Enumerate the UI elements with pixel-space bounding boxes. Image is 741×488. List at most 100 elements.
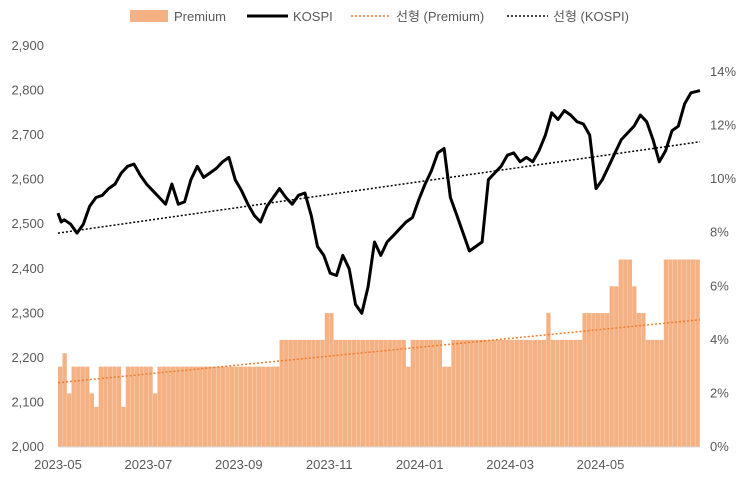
legend-label-trend-premium: 선형 (Premium) bbox=[396, 9, 484, 24]
premium-bar bbox=[365, 339, 370, 447]
y-left-tick-label: 2,400 bbox=[11, 261, 44, 276]
premium-bar bbox=[532, 339, 538, 447]
x-tick-label: 2023-11 bbox=[306, 457, 353, 472]
premium-bar bbox=[428, 339, 434, 447]
premium-bar bbox=[668, 259, 673, 447]
premium-bar bbox=[392, 339, 397, 447]
premium-bar bbox=[654, 339, 660, 447]
premium-bar bbox=[112, 366, 117, 447]
kospi-line bbox=[56, 89, 701, 315]
premium-bar bbox=[460, 339, 465, 447]
premium-bar bbox=[410, 339, 415, 447]
y-left-tick-label: 2,000 bbox=[11, 439, 44, 454]
premium-bar bbox=[297, 339, 302, 447]
premium-bar bbox=[686, 259, 691, 447]
premium-bar bbox=[279, 339, 284, 447]
premium-bar bbox=[550, 339, 556, 447]
premium-bar bbox=[193, 366, 198, 447]
y-right-tick-label: 12% bbox=[710, 118, 736, 133]
premium-bar bbox=[690, 259, 696, 447]
premium-bar bbox=[487, 339, 492, 447]
premium-bar bbox=[98, 366, 103, 447]
y-axis-right: 0% 2% 4% 6% 8% 10% 12% 14% bbox=[710, 64, 736, 454]
legend-label-trend-kospi: 선형 (KOSPI) bbox=[553, 9, 629, 24]
premium-bar bbox=[148, 366, 153, 447]
premium-bar bbox=[605, 313, 610, 447]
premium-bar bbox=[324, 313, 330, 447]
premium-bar bbox=[451, 339, 456, 447]
premium-bar bbox=[469, 339, 474, 447]
premium-bar bbox=[541, 339, 547, 447]
premium-bar bbox=[229, 366, 235, 447]
premium-bar bbox=[216, 366, 221, 447]
premium-bar bbox=[573, 339, 578, 447]
premium-bar bbox=[401, 339, 406, 447]
premium-bar bbox=[211, 366, 217, 447]
premium-bar bbox=[184, 366, 189, 447]
premium-bar bbox=[514, 339, 519, 447]
premium-bar bbox=[501, 339, 506, 447]
premium-bar bbox=[356, 339, 361, 447]
premium-bar bbox=[256, 366, 262, 447]
premium-bar bbox=[306, 339, 311, 447]
premium-bar bbox=[577, 339, 583, 447]
premium-bar bbox=[564, 339, 569, 447]
premium-bar bbox=[198, 366, 203, 447]
premium-bar bbox=[636, 313, 641, 447]
premium-bar bbox=[252, 366, 257, 447]
premium-bar bbox=[546, 313, 551, 447]
premium-bar bbox=[455, 339, 461, 447]
premium-bar bbox=[596, 313, 601, 447]
premium-bar bbox=[275, 366, 280, 447]
y-left-tick-label: 2,600 bbox=[11, 172, 44, 187]
premium-bars bbox=[58, 259, 700, 447]
y-left-tick-label: 2,700 bbox=[11, 127, 44, 142]
premium-bar bbox=[116, 366, 122, 447]
premium-bar bbox=[125, 366, 131, 447]
premium-bar bbox=[383, 339, 388, 447]
x-tick-label: 2024-03 bbox=[486, 457, 534, 472]
premium-bar bbox=[424, 339, 429, 447]
premium-bar bbox=[351, 339, 357, 447]
premium-bar bbox=[265, 366, 271, 447]
premium-bar bbox=[270, 366, 275, 447]
premium-bar bbox=[568, 339, 574, 447]
premium-bar bbox=[528, 339, 533, 447]
y-right-tick-label: 0% bbox=[710, 439, 729, 454]
premium-bar bbox=[302, 339, 307, 447]
y-left-tick-label: 2,900 bbox=[11, 38, 44, 53]
premium-bar bbox=[134, 366, 140, 447]
x-tick-label: 2024-01 bbox=[396, 457, 444, 472]
y-axis-left: 2,000 2,100 2,200 2,300 2,400 2,500 2,600 2,700… bbox=[11, 38, 44, 454]
premium-bar bbox=[496, 339, 501, 447]
premium-bar bbox=[320, 339, 325, 447]
premium-bar bbox=[672, 259, 678, 447]
premium-bar bbox=[482, 339, 488, 447]
premium-bar bbox=[659, 339, 664, 447]
legend-label-kospi: KOSPI bbox=[293, 9, 333, 24]
y-right-tick-label: 14% bbox=[710, 64, 736, 79]
x-tick-label: 2024-05 bbox=[577, 457, 625, 472]
premium-bar bbox=[388, 339, 393, 447]
y-left-tick-label: 2,500 bbox=[11, 216, 44, 231]
legend-swatch-premium bbox=[130, 10, 168, 22]
premium-bar bbox=[338, 339, 343, 447]
premium-bar bbox=[161, 366, 167, 447]
premium-bar bbox=[473, 339, 479, 447]
premium-bar bbox=[329, 313, 334, 447]
trend-premium-line bbox=[57, 319, 701, 384]
premium-bar bbox=[632, 286, 637, 447]
premium-bar bbox=[333, 339, 339, 447]
premium-bar bbox=[76, 366, 81, 447]
x-tick-label: 2023-07 bbox=[125, 457, 173, 472]
premium-bar bbox=[627, 259, 632, 447]
premium-bar bbox=[247, 366, 253, 447]
premium-bar bbox=[107, 366, 113, 447]
legend: Premium KOSPI 선형 (Premium) 선형 (KOSPI) bbox=[130, 9, 629, 24]
premium-bar bbox=[171, 366, 176, 447]
premium-bar bbox=[650, 339, 655, 447]
premium-bar bbox=[677, 259, 682, 447]
premium-bar bbox=[618, 259, 623, 447]
premium-bar bbox=[645, 339, 651, 447]
